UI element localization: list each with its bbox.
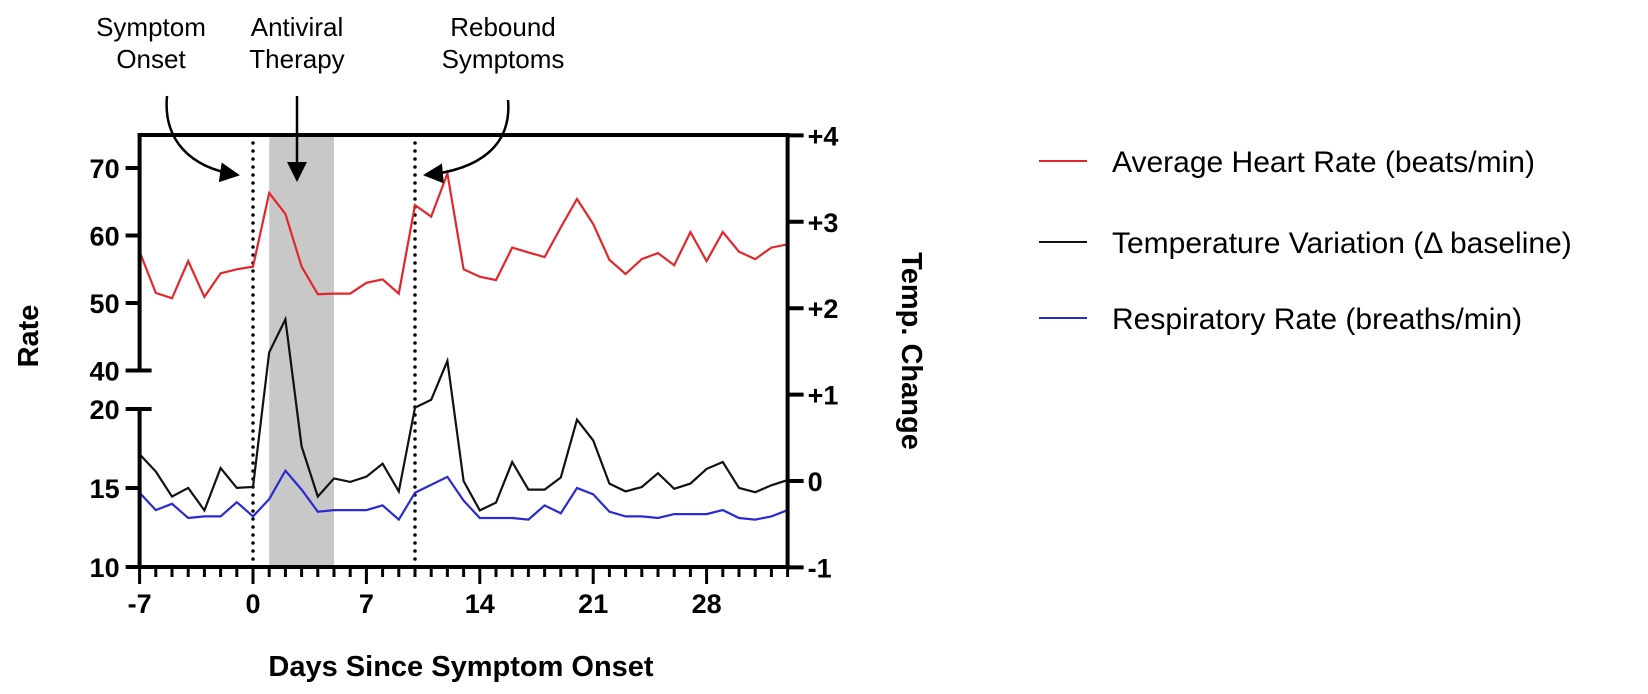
x-tick-label: 28 bbox=[692, 589, 722, 619]
y-left-tick-label: 20 bbox=[90, 395, 120, 425]
y-left-tick-label: 40 bbox=[90, 357, 120, 387]
y-left-tick-label: 70 bbox=[90, 154, 120, 184]
x-tick-label: 21 bbox=[578, 589, 608, 619]
x-tick-label: 14 bbox=[465, 589, 495, 619]
x-axis-title: Days Since Symptom Onset bbox=[268, 651, 654, 683]
annotation-label: Symptoms bbox=[442, 44, 565, 74]
y-left-tick-label: 15 bbox=[90, 474, 120, 504]
y-right-tick-label: +3 bbox=[808, 208, 839, 238]
legend-label-0: Average Heart Rate (beats/min) bbox=[1112, 146, 1535, 179]
x-tick-label: 7 bbox=[359, 589, 374, 619]
y-right-tick-label: +4 bbox=[808, 121, 839, 151]
y-axis-right-title: Temp. Change bbox=[895, 252, 927, 450]
x-tick-label: 0 bbox=[245, 589, 260, 619]
y-right-tick-label: +2 bbox=[808, 294, 839, 324]
annotation-label: Rebound bbox=[450, 12, 556, 42]
y-left-tick-label: 60 bbox=[90, 222, 120, 252]
annotation-arrow-icon bbox=[165, 95, 240, 183]
annotation-arrow-icon bbox=[423, 99, 510, 184]
legend-label-2: Respiratory Rate (breaths/min) bbox=[1112, 303, 1522, 336]
y-left-tick-label: 50 bbox=[90, 289, 120, 319]
y-right-tick-label: 0 bbox=[808, 467, 823, 497]
annotation-label: Symptom bbox=[96, 12, 206, 42]
y-right-tick-label: -1 bbox=[808, 553, 832, 583]
x-tick-label: -7 bbox=[128, 589, 152, 619]
annotation-label: Antiviral bbox=[251, 12, 343, 42]
legend-label-1: Temperature Variation (Δ baseline) bbox=[1112, 227, 1572, 260]
y-axis-left-title: Rate bbox=[13, 305, 45, 368]
antiviral-shaded-region bbox=[269, 135, 334, 567]
annotation-label: Onset bbox=[116, 44, 186, 74]
annotation-label: Therapy bbox=[249, 44, 344, 74]
series-line-0 bbox=[138, 169, 788, 300]
y-left-tick-label: 10 bbox=[90, 553, 120, 583]
y-right-tick-label: +1 bbox=[808, 381, 839, 411]
series-line-1 bbox=[138, 315, 788, 513]
